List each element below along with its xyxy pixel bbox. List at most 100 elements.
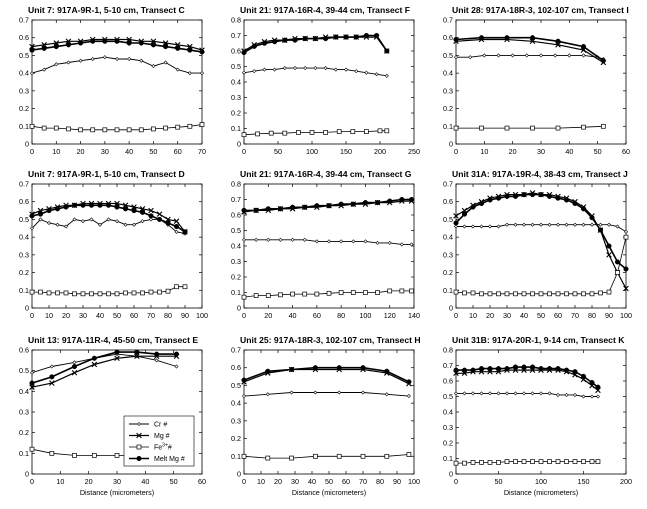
data-point (521, 291, 527, 297)
y-tick-label: 0.3 (231, 416, 241, 425)
data-point (138, 40, 144, 46)
x-tick-label: 150 (578, 477, 590, 486)
data-point (336, 365, 342, 371)
data-point (114, 355, 120, 362)
data-point (29, 380, 35, 386)
data-point (572, 291, 578, 297)
data-point (78, 58, 83, 63)
y-tick-label: 0 (237, 304, 241, 313)
data-point (290, 237, 295, 242)
data-point (546, 366, 553, 372)
data-point (406, 452, 412, 457)
x-tick-label: 40 (96, 311, 104, 320)
data-point (312, 365, 318, 371)
data-point (140, 290, 145, 296)
data-point (530, 125, 535, 131)
y-tick-label: 0.5 (231, 62, 241, 71)
data-point (623, 266, 629, 272)
x-tick-label: 10 (469, 311, 477, 320)
x-tick-label: 100 (535, 477, 547, 486)
data-point (470, 460, 476, 465)
x-tick-label: 40 (289, 311, 297, 320)
data-point (241, 132, 247, 138)
data-point (513, 291, 518, 297)
y-tick-label: 0.2 (231, 273, 241, 282)
data-point (563, 367, 570, 373)
panel-7: Unit 13: 917A-11R-4, 45-50 cm, Transect … (19, 335, 206, 497)
data-point (453, 224, 459, 229)
x-tick-label: 70 (571, 311, 579, 320)
x-tick-label: 0 (454, 477, 458, 486)
data-point (461, 367, 468, 373)
data-point (597, 227, 604, 233)
data-point (163, 44, 169, 50)
data-point (72, 360, 77, 365)
data-point (504, 366, 510, 372)
data-point (266, 237, 271, 242)
data-point (581, 394, 586, 399)
x-tick-label: 40 (520, 311, 528, 320)
data-point (530, 291, 535, 297)
data-point (600, 123, 606, 129)
data-point (547, 459, 552, 464)
x-tick-label: 40 (565, 147, 573, 156)
data-point (555, 38, 561, 44)
y-tick-label: 0.7 (231, 346, 241, 355)
data-point (572, 392, 578, 397)
y-tick-label: 0.4 (443, 408, 453, 417)
x-tick-label: 60 (198, 477, 206, 486)
data-point (66, 126, 71, 132)
y-tick-label: 0.1 (231, 124, 241, 133)
data-point (102, 127, 108, 133)
x-tick-label: 10 (52, 147, 60, 156)
data-point (336, 453, 342, 459)
x-tick-label: 80 (588, 311, 596, 320)
data-point (97, 222, 103, 227)
data-point (265, 455, 271, 461)
data-point (470, 367, 476, 373)
x-tick-label: 90 (181, 311, 189, 320)
legend-superscript: 3+ (162, 443, 168, 449)
data-point (289, 455, 294, 461)
data-point (309, 130, 315, 135)
series-line (455, 237, 627, 295)
data-point (504, 222, 510, 227)
y-tick-label: 0.4 (19, 387, 29, 396)
data-point (530, 459, 535, 464)
data-point (580, 206, 587, 212)
y-tick-label: 0.4 (231, 242, 241, 251)
panel-3: Unit 28: 917A-18R-3, 102-107 cm, Transec… (443, 5, 630, 156)
x-tick-label: 50 (170, 477, 178, 486)
y-tick-label: 0.4 (443, 233, 453, 242)
data-point (614, 259, 621, 265)
data-point (360, 453, 366, 459)
data-point (131, 208, 137, 214)
y-tick-label: 0.1 (443, 122, 453, 131)
data-point (538, 291, 544, 297)
data-point (127, 56, 132, 61)
data-point (54, 62, 59, 67)
y-tick-label: 0.4 (231, 399, 241, 408)
data-point (375, 290, 380, 295)
data-point (384, 368, 390, 374)
data-point (41, 125, 47, 131)
panel-5: Unit 21: 917A-16R-4, 39-44 cm, Transect … (231, 169, 420, 320)
data-point (182, 229, 188, 235)
data-point (97, 291, 103, 297)
data-point (555, 195, 561, 201)
data-point (80, 202, 86, 208)
series-line (243, 392, 409, 397)
data-point (102, 38, 108, 44)
data-point (187, 71, 192, 76)
data-point (157, 289, 162, 295)
x-tick-label: 50 (325, 477, 333, 486)
data-point (148, 217, 154, 222)
data-point (89, 217, 94, 222)
data-point (538, 222, 544, 227)
y-tick-label: 0.5 (19, 215, 29, 224)
x-tick-label: 50 (495, 477, 503, 486)
data-point (302, 237, 307, 242)
data-point (462, 391, 467, 396)
data-point (350, 129, 356, 134)
data-point (360, 365, 366, 371)
